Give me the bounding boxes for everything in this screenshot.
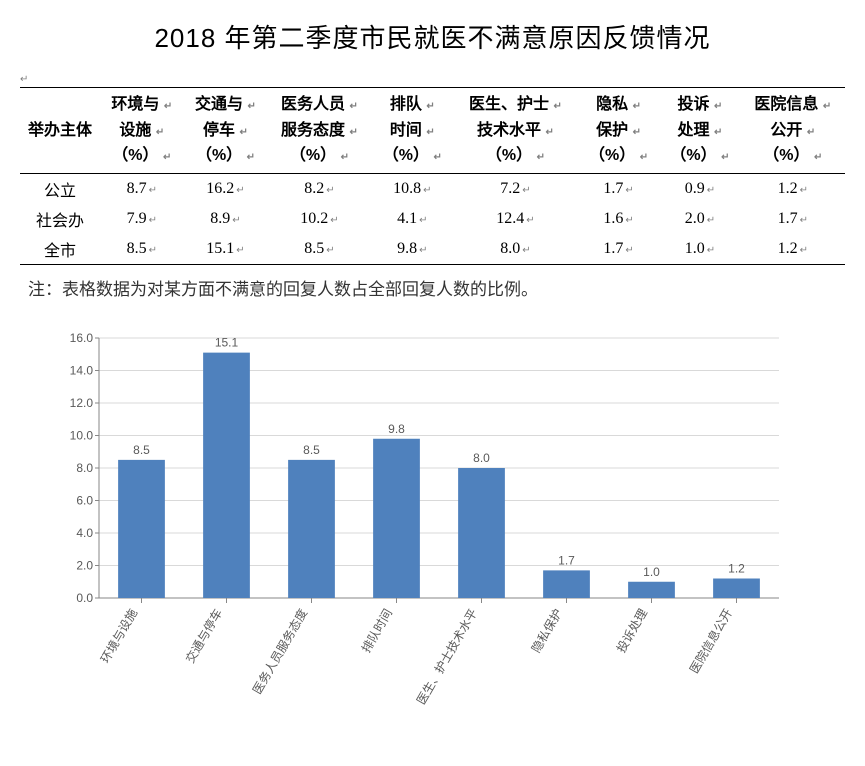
col-header-4: 医生、护士 ↵技术水平 ↵（%） ↵	[453, 88, 578, 174]
row-label: 公立	[20, 173, 100, 204]
y-tick-label: 16.0	[69, 331, 93, 345]
table-cell: 0.9↵	[659, 173, 740, 204]
table-cell: 12.4↵	[453, 204, 578, 234]
row-label: 全市	[20, 234, 100, 265]
bar-value-label: 8.0	[473, 451, 490, 465]
table-cell: 10.2↵	[267, 204, 371, 234]
table-cell: 1.0↵	[659, 234, 740, 265]
table-cell: 8.7↵	[100, 173, 184, 204]
chart-bar	[373, 439, 420, 598]
table-cell: 1.7↵	[578, 234, 659, 265]
x-category-label: 医院信息公开	[686, 606, 735, 676]
x-category-label: 投诉处理	[613, 606, 650, 655]
table-cell: 1.2↵	[741, 234, 845, 265]
table-row: 社会办7.9↵8.9↵10.2↵4.1↵12.4↵1.6↵2.0↵1.7↵	[20, 204, 845, 234]
table-cell: 7.9↵	[100, 204, 184, 234]
y-tick-label: 4.0	[76, 526, 93, 540]
table-cell: 16.2↵	[184, 173, 268, 204]
table-cell: 1.6↵	[578, 204, 659, 234]
y-tick-label: 0.0	[76, 591, 93, 605]
table-cell: 1.7↵	[578, 173, 659, 204]
bar-chart: 0.0 2.0 4.0 6.0 8.0 10.0 12.0 14.0 16.0 8.5 环境与设施 1…	[53, 318, 813, 743]
x-category-label: 环境与设施	[97, 606, 140, 665]
chart-bar	[628, 582, 675, 598]
table-cell: 8.5↵	[100, 234, 184, 265]
bar-value-label: 1.7	[558, 553, 575, 567]
col-header-7: 医院信息 ↵公开 ↵（%） ↵	[741, 88, 845, 174]
tiny-mark-top: ↵	[20, 69, 845, 87]
bar-value-label: 1.0	[643, 565, 660, 579]
y-tick-label: 2.0	[76, 558, 93, 572]
table-cell: 9.8↵	[372, 234, 453, 265]
col-header-6: 投诉 ↵处理 ↵（%） ↵	[659, 88, 740, 174]
y-tick-label: 12.0	[69, 396, 93, 410]
table-cell: 8.0↵	[453, 234, 578, 265]
chart-bar	[203, 352, 250, 597]
x-category-label: 医生、护士技术水平	[413, 606, 479, 707]
x-category-label: 交通与停车	[182, 606, 225, 665]
page-title: 2018 年第二季度市民就医不满意原因反馈情况	[20, 18, 845, 55]
chart-bar	[458, 468, 505, 598]
bar-value-label: 8.5	[133, 443, 150, 457]
table-footnote: 注：表格数据为对某方面不满意的回复人数占全部回复人数的比例。	[28, 275, 845, 300]
table-cell: 8.9↵	[184, 204, 268, 234]
chart-bar	[713, 578, 760, 598]
col-header-3: 排队 ↵时间 ↵（%） ↵	[372, 88, 453, 174]
y-tick-label: 8.0	[76, 461, 93, 475]
table-cell: 8.2↵	[267, 173, 371, 204]
table-cell: 4.1↵	[372, 204, 453, 234]
chart-svg: 0.0 2.0 4.0 6.0 8.0 10.0 12.0 14.0 16.0 8.5 环境与设施 1…	[53, 318, 789, 738]
row-label: 社会办	[20, 204, 100, 234]
chart-bar	[118, 460, 165, 598]
col-header-2: 医务人员 ↵服务态度 ↵（%） ↵	[267, 88, 371, 174]
data-table: 举办主体 环境与 ↵设施 ↵（%） ↵交通与 ↵停车 ↵（%） ↵医务人员 ↵服…	[20, 87, 845, 265]
table-cell: 15.1↵	[184, 234, 268, 265]
x-category-label: 隐私保护	[528, 606, 564, 655]
chart-bar	[543, 570, 590, 598]
y-tick-label: 10.0	[69, 428, 93, 442]
table-row: 公立8.7↵16.2↵8.2↵10.8↵7.2↵1.7↵0.9↵1.2↵	[20, 173, 845, 204]
bar-value-label: 9.8	[388, 422, 405, 436]
col-header-0: 环境与 ↵设施 ↵（%） ↵	[100, 88, 184, 174]
col-header-5: 隐私 ↵保护 ↵（%） ↵	[578, 88, 659, 174]
x-category-label: 医务人员服务态度	[249, 606, 310, 697]
col-header-1: 交通与 ↵停车 ↵（%） ↵	[184, 88, 268, 174]
bar-value-label: 15.1	[214, 335, 238, 349]
table-cell: 1.7↵	[741, 204, 845, 234]
table-cell: 10.8↵	[372, 173, 453, 204]
x-category-label: 排队时间	[358, 606, 395, 655]
bar-value-label: 1.2	[728, 561, 745, 575]
table-cell: 8.5↵	[267, 234, 371, 265]
table-header-row: 举办主体 环境与 ↵设施 ↵（%） ↵交通与 ↵停车 ↵（%） ↵医务人员 ↵服…	[20, 88, 845, 174]
chart-bar	[288, 460, 335, 598]
table-cell: 1.2↵	[741, 173, 845, 204]
y-tick-label: 6.0	[76, 493, 93, 507]
row-header-label: 举办主体	[28, 122, 92, 139]
table-row: 全市8.5↵15.1↵8.5↵9.8↵8.0↵1.7↵1.0↵1.2↵	[20, 234, 845, 265]
table-cell: 2.0↵	[659, 204, 740, 234]
y-tick-label: 14.0	[69, 363, 93, 377]
bar-value-label: 8.5	[303, 443, 320, 457]
table-cell: 7.2↵	[453, 173, 578, 204]
